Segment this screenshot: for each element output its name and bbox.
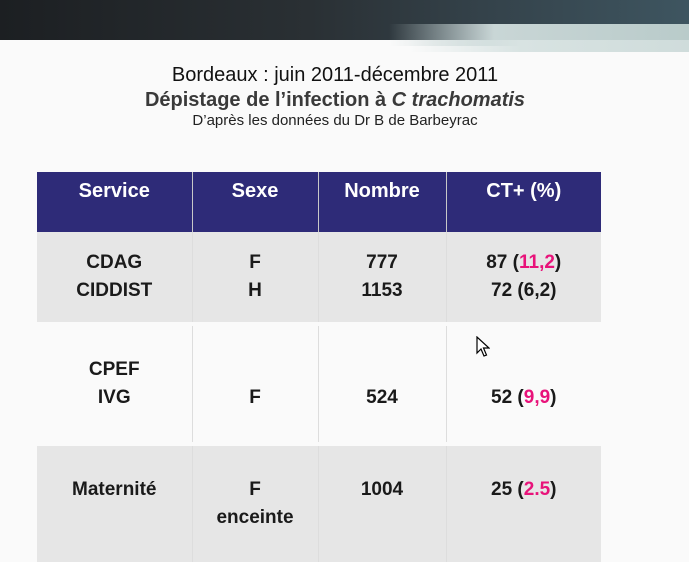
slide-source: D’après les données du Dr B de Barbeyrac — [192, 112, 478, 129]
mouse-pointer-icon — [476, 336, 490, 357]
ct-value: 87 (11,2) — [486, 252, 562, 273]
cell-ct: 52 (9,9) — [446, 326, 601, 442]
slide-title: Bordeaux : juin 2011-décembre 2011 — [171, 64, 499, 86]
cell-sexe: F H — [192, 232, 319, 322]
ct-percent-highlight: 2.5 — [523, 479, 551, 500]
screening-table: Service Sexe Nombre CT+ (%) CDAG CIDDIST… — [37, 172, 601, 562]
table-row: Maternité F enceinte 1004 25 (2.5) — [37, 446, 601, 562]
sexe-label: F — [249, 387, 261, 408]
cell-sexe: F enceinte — [192, 446, 319, 562]
nombre-value: 777 — [366, 252, 398, 273]
header-service: Service — [37, 172, 193, 232]
subtitle-text: Dépistage de l’infection à — [144, 89, 392, 111]
ct-value: 25 (2.5) — [491, 479, 557, 500]
sexe-label: F — [249, 479, 261, 500]
header-sexe: Sexe — [192, 172, 319, 232]
nombre-value: 1153 — [361, 280, 403, 301]
row-spacer — [37, 442, 601, 446]
ct-count: 52 — [491, 387, 513, 408]
ct-value: 72 (6,2) — [491, 280, 557, 301]
header-ct: CT+ (%) — [446, 172, 601, 232]
sexe-label: F — [249, 252, 261, 273]
ct-value: 52 (9,9) — [491, 387, 557, 408]
cell-nombre: 777 1153 — [318, 232, 447, 322]
service-label: Maternité — [72, 479, 157, 500]
table-header-row: Service Sexe Nombre CT+ (%) — [37, 172, 601, 232]
cell-service: CPEF IVG — [37, 326, 193, 442]
table-row: CPEF IVG F 524 52 (9,9) — [37, 326, 601, 442]
service-label: IVG — [97, 387, 131, 408]
cell-nombre: 524 — [318, 326, 447, 442]
ct-count: 87 — [486, 252, 508, 273]
ct-percent-highlight: 11,2 — [518, 252, 555, 273]
ct-percent: 6,2 — [523, 280, 551, 301]
ct-percent-highlight: 9,9 — [523, 387, 551, 408]
ct-count: 25 — [491, 479, 513, 500]
row-spacer — [37, 322, 601, 326]
slide-top-accent-light — [409, 40, 689, 52]
header-nombre: Nombre — [318, 172, 447, 232]
table-row: CDAG CIDDIST F H 777 1153 87 (11,2) 72 (… — [37, 232, 601, 322]
subtitle-species: C trachomatis — [391, 89, 526, 111]
slide-subtitle: Dépistage de l’infection à C trachomatis — [0, 88, 670, 112]
cell-ct: 87 (11,2) 72 (6,2) — [446, 232, 601, 322]
ct-count: 72 — [491, 280, 513, 301]
sexe-label: enceinte — [216, 507, 294, 528]
nombre-value: 524 — [366, 387, 398, 408]
service-label: CIDDIST — [76, 280, 153, 301]
service-label: CDAG — [86, 252, 143, 273]
cell-service: Maternité — [37, 446, 193, 562]
nombre-value: 1004 — [360, 479, 404, 500]
service-label: CPEF — [88, 359, 140, 380]
cell-nombre: 1004 — [318, 446, 447, 562]
sexe-label: H — [248, 280, 262, 301]
slide-title-block: Bordeaux : juin 2011-décembre 2011 Dépis… — [0, 62, 670, 130]
cell-sexe: F — [192, 326, 319, 442]
cell-ct: 25 (2.5) — [446, 446, 601, 562]
cell-service: CDAG CIDDIST — [37, 232, 193, 322]
